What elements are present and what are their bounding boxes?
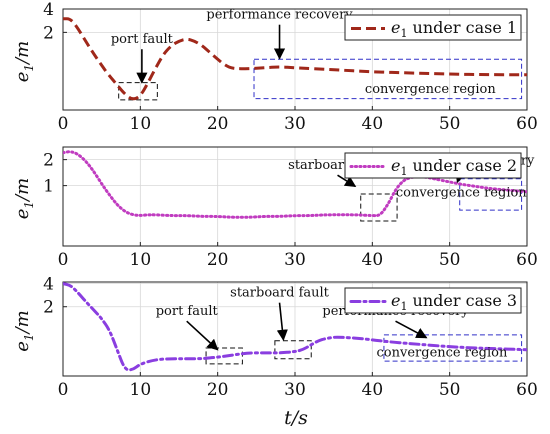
y-tick-label: 4 [43, 275, 54, 295]
legend-label: e1 under case 1 [391, 18, 517, 40]
annotation-arrow [337, 174, 357, 188]
x-tick-label: 0 [58, 250, 69, 270]
x-tick-label: 30 [284, 380, 306, 400]
highlight-box [383, 334, 523, 362]
x-tick-label: 50 [439, 380, 461, 400]
annotation-label: port fault [156, 304, 219, 319]
annotation-arrow [395, 320, 428, 339]
y-tick-label: 2 [43, 151, 54, 171]
legend-label: e1 under case 3 [391, 291, 517, 313]
y-axis-label: e1/m [12, 41, 36, 82]
highlight-box [274, 340, 312, 360]
x-tick-label: 40 [362, 114, 384, 134]
series-line-case3 [63, 282, 527, 372]
annotation-arrow [276, 302, 288, 341]
legend-label: e1 under case 2 [391, 156, 517, 178]
x-tick-label: 60 [516, 250, 538, 270]
legend: e1 under case 2 [344, 152, 522, 179]
region-label: convergence region [365, 82, 496, 97]
x-tick-label: 10 [130, 380, 152, 400]
annotation-arrow [186, 320, 219, 351]
panel-1: 0 10 20 30 40 50 60 2 4 e1/m port fault performance… [12, 0, 538, 134]
x-tick-label: 20 [207, 250, 229, 270]
x-tick-label: 50 [439, 114, 461, 134]
panel-3: 0 10 20 30 40 50 60 2 4 e1/m port fault starboard f… [12, 275, 538, 400]
y-tick-label: 1 [43, 177, 54, 197]
highlight-box [459, 178, 523, 211]
x-tick-label: 60 [516, 380, 538, 400]
x-tick-label: 10 [130, 114, 152, 134]
x-tick-label: 20 [207, 114, 229, 134]
y-tick-label: 4 [43, 0, 54, 20]
x-tick-label: 40 [362, 250, 384, 270]
y-tick-label: 2 [43, 23, 54, 43]
x-tick-label: 30 [284, 114, 306, 134]
region-label: convergence region [396, 185, 527, 200]
legend: e1 under case 1 [344, 14, 522, 41]
annotation-label: port fault [111, 32, 174, 47]
x-axis-label: t/s [284, 407, 308, 429]
region-label: convergence region [377, 345, 508, 360]
x-tick-label: 0 [58, 380, 69, 400]
x-tick-label: 50 [439, 250, 461, 270]
annotation-label: performance recovery [206, 8, 353, 23]
legend: e1 under case 3 [344, 287, 522, 314]
x-tick-label: 20 [207, 380, 229, 400]
y-tick-label: 2 [43, 298, 54, 318]
annotation-label: starboard fault [230, 286, 330, 301]
x-axis-label-text: t/s [284, 407, 308, 429]
highlight-box [253, 58, 523, 100]
y-axis-label: e1/m [12, 310, 36, 351]
series-line-case1 [63, 17, 527, 101]
highlight-box [205, 347, 243, 365]
x-tick-label: 40 [362, 380, 384, 400]
y-axis-label: e1/m [12, 178, 36, 219]
highlight-box [360, 193, 398, 222]
x-tick-label: 0 [58, 114, 69, 134]
x-tick-label: 60 [516, 114, 538, 134]
x-tick-label: 30 [284, 250, 306, 270]
x-tick-label: 10 [130, 250, 152, 270]
